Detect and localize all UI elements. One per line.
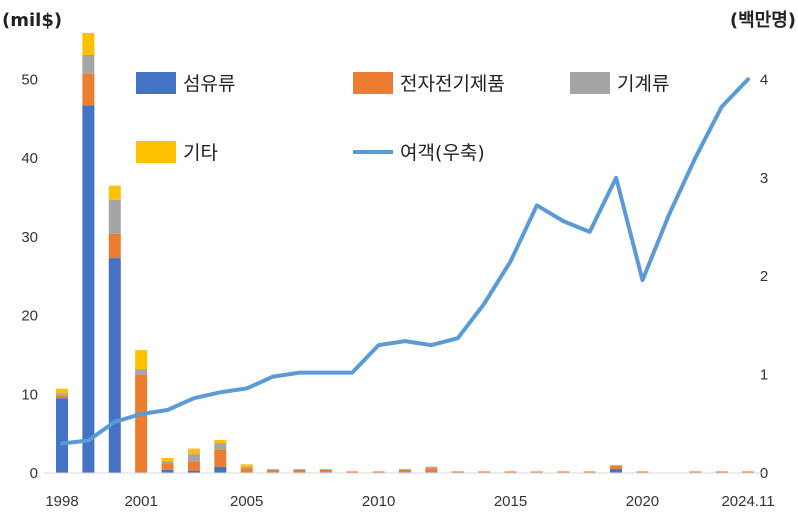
bar-segment <box>636 471 649 473</box>
bar-segment <box>214 443 227 450</box>
bar-segment <box>504 471 517 473</box>
bar-series <box>56 32 754 474</box>
right-tick-label: 3 <box>760 170 768 187</box>
bar-segment <box>161 463 174 470</box>
bar-segment <box>135 369 148 375</box>
bar-segment <box>240 466 253 469</box>
bar-segment <box>742 471 754 473</box>
right-tick-label: 2 <box>760 268 768 285</box>
x-tick-label: 2001 <box>124 493 157 510</box>
x-tick-label: 2015 <box>494 493 527 510</box>
bar-segment <box>610 465 623 470</box>
legend-swatch-other <box>136 141 176 163</box>
bar-segment <box>372 471 385 473</box>
bar-segment <box>135 350 148 370</box>
bar-segment <box>108 199 121 234</box>
bar-segment <box>267 469 280 473</box>
bar-segment <box>82 73 95 106</box>
x-tick-label: 2005 <box>230 493 263 510</box>
bar-segment <box>346 471 359 473</box>
right-axis-unit: (백만명) <box>730 10 796 31</box>
bar-segment <box>689 471 702 473</box>
bar-segment <box>56 393 68 396</box>
left-tick-label: 20 <box>21 308 38 325</box>
legend-label-machinery: 기계류 <box>617 73 669 95</box>
x-tick-label: 1998 <box>45 493 78 510</box>
bar-segment <box>319 469 332 473</box>
bar-segment <box>715 471 728 473</box>
legend-item-passengers: 여객(우축) <box>353 142 485 164</box>
bar-segment <box>267 469 280 470</box>
bar-segment <box>187 461 200 471</box>
legend-item-electronics: 전자전기제품 <box>353 72 505 95</box>
legend-item-machinery: 기계류 <box>570 72 669 95</box>
bar-segment <box>82 105 95 474</box>
bar-segment <box>425 466 438 469</box>
left-axis-ticks: 0 10 20 30 40 50 <box>21 71 38 482</box>
passenger-line <box>60 77 750 446</box>
bar-segment <box>240 464 253 467</box>
line-series <box>60 77 750 446</box>
bar-segment <box>451 471 464 473</box>
bar-segment <box>56 395 68 399</box>
bar-segment <box>399 469 411 473</box>
left-tick-label: 40 <box>21 150 38 167</box>
left-tick-label: 10 <box>21 386 38 403</box>
bar-segment <box>108 258 121 473</box>
bar-segment <box>56 398 68 473</box>
bar-segment <box>214 439 227 444</box>
legend-label-passengers: 여객(우축) <box>400 142 485 164</box>
legend-label-electronics: 전자전기제품 <box>400 73 505 95</box>
bar-segment <box>187 454 200 462</box>
bar-segment <box>214 449 227 467</box>
left-tick-label: 50 <box>21 71 38 88</box>
legend-item-other: 기타 <box>136 141 218 164</box>
x-axis-ticks: 1998 2001 2005 2010 2015 2020 2024.11 <box>45 493 774 510</box>
bar-segment <box>108 233 121 259</box>
bar-segment <box>214 466 227 473</box>
bar-segment <box>610 469 623 473</box>
bar-segment <box>161 461 174 464</box>
bar-segment <box>161 458 174 462</box>
legend: 섬유류 전자전기제품 기계류 기타 여객(우축) <box>136 72 669 164</box>
legend-label-other: 기타 <box>183 142 218 164</box>
legend-swatch-textiles <box>136 72 176 94</box>
x-tick-label: 2024.11 <box>721 493 774 510</box>
bar-segment <box>187 470 200 473</box>
bar-segment <box>478 471 491 473</box>
x-tick-label: 2020 <box>626 493 659 510</box>
bar-segment <box>583 471 596 473</box>
bar-segment <box>82 32 95 55</box>
bar-segment <box>56 388 68 394</box>
bar-segment <box>610 465 623 466</box>
bar-segment <box>319 469 332 470</box>
bar-segment <box>399 469 411 470</box>
bar-segment <box>187 448 200 455</box>
bar-segment <box>108 185 121 200</box>
legend-label-textiles: 섬유류 <box>183 73 235 95</box>
legend-swatch-machinery <box>570 72 610 94</box>
legend-swatch-electronics <box>353 72 393 94</box>
bar-segment <box>557 471 570 473</box>
bar-segment <box>135 374 148 473</box>
left-tick-label: 0 <box>30 465 38 482</box>
right-tick-label: 4 <box>760 71 768 88</box>
bar-segment <box>425 468 438 473</box>
bar-segment <box>530 471 543 473</box>
left-axis-unit: (mil$) <box>2 10 62 31</box>
bar-segment <box>161 469 174 473</box>
left-tick-label: 30 <box>21 229 38 246</box>
bar-segment <box>293 469 306 473</box>
x-tick-label: 2010 <box>362 493 395 510</box>
right-tick-label: 1 <box>760 367 768 384</box>
bar-segment <box>82 54 95 74</box>
legend-item-textiles: 섬유류 <box>136 72 235 95</box>
bar-segment <box>240 468 253 473</box>
bar-segment <box>293 469 306 470</box>
